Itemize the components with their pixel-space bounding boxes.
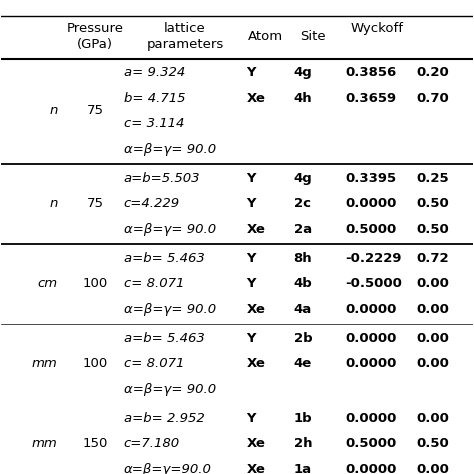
Text: Y: Y — [246, 332, 256, 345]
Text: 0.00: 0.00 — [417, 412, 449, 425]
Text: Xe: Xe — [246, 92, 265, 105]
Text: 0.3856: 0.3856 — [346, 66, 397, 79]
Text: Y: Y — [246, 412, 256, 425]
Text: 4b: 4b — [294, 277, 312, 290]
Text: 0.0000: 0.0000 — [346, 302, 397, 316]
Text: Xe: Xe — [246, 463, 265, 474]
Text: 0.0000: 0.0000 — [346, 197, 397, 210]
Text: 75: 75 — [87, 197, 104, 210]
Text: 100: 100 — [82, 277, 108, 290]
Text: Y: Y — [246, 252, 256, 264]
Text: n: n — [49, 104, 57, 118]
Text: 4a: 4a — [294, 302, 312, 316]
Text: 4e: 4e — [294, 357, 312, 370]
Text: 1b: 1b — [294, 412, 312, 425]
Text: c= 3.114: c= 3.114 — [124, 117, 184, 130]
Text: 0.20: 0.20 — [417, 66, 449, 79]
Text: -0.5000: -0.5000 — [346, 277, 402, 290]
Text: 0.5000: 0.5000 — [346, 223, 397, 236]
Text: 0.25: 0.25 — [417, 172, 449, 185]
Text: a=b= 2.952: a=b= 2.952 — [124, 412, 204, 425]
Text: 0.50: 0.50 — [417, 437, 449, 450]
Text: mm: mm — [32, 357, 57, 370]
Text: 0.50: 0.50 — [417, 197, 449, 210]
Text: 4g: 4g — [294, 172, 312, 185]
Text: 0.0000: 0.0000 — [346, 463, 397, 474]
Text: 2h: 2h — [294, 437, 312, 450]
Text: a=b= 5.463: a=b= 5.463 — [124, 252, 204, 264]
Text: Xe: Xe — [246, 437, 265, 450]
Text: c= 8.071: c= 8.071 — [124, 277, 184, 290]
Text: parameters: parameters — [146, 38, 224, 51]
Text: -0.2229: -0.2229 — [346, 252, 402, 264]
Text: 8h: 8h — [294, 252, 312, 264]
Text: mm: mm — [32, 437, 57, 450]
Text: 0.5000: 0.5000 — [346, 437, 397, 450]
Text: lattice: lattice — [164, 22, 206, 35]
Text: c=7.180: c=7.180 — [124, 437, 180, 450]
Text: 4g: 4g — [294, 66, 312, 79]
Text: Wyckoff: Wyckoff — [350, 22, 403, 35]
Text: 0.00: 0.00 — [417, 302, 449, 316]
Text: 0.0000: 0.0000 — [346, 357, 397, 370]
Text: Xe: Xe — [246, 302, 265, 316]
Text: 4h: 4h — [294, 92, 312, 105]
Text: 75: 75 — [87, 104, 104, 118]
Text: α=β=γ= 90.0: α=β=γ= 90.0 — [124, 302, 216, 316]
Text: Xe: Xe — [246, 357, 265, 370]
Text: cm: cm — [37, 277, 57, 290]
Text: 0.72: 0.72 — [417, 252, 449, 264]
Text: α=β=γ=90.0: α=β=γ=90.0 — [124, 463, 211, 474]
Text: Pressure: Pressure — [67, 22, 124, 35]
Text: 150: 150 — [82, 437, 108, 450]
Text: Y: Y — [246, 172, 256, 185]
Text: 2a: 2a — [294, 223, 312, 236]
Text: 0.50: 0.50 — [417, 223, 449, 236]
Text: 0.00: 0.00 — [417, 357, 449, 370]
Text: α=β=γ= 90.0: α=β=γ= 90.0 — [124, 383, 216, 395]
Text: Y: Y — [246, 66, 256, 79]
Text: 100: 100 — [82, 357, 108, 370]
Text: 0.70: 0.70 — [417, 92, 449, 105]
Text: α=β=γ= 90.0: α=β=γ= 90.0 — [124, 143, 216, 155]
Text: 0.0000: 0.0000 — [346, 332, 397, 345]
Text: 0.3659: 0.3659 — [346, 92, 397, 105]
Text: 0.00: 0.00 — [417, 332, 449, 345]
Text: 0.00: 0.00 — [417, 463, 449, 474]
Text: α=β=γ= 90.0: α=β=γ= 90.0 — [124, 223, 216, 236]
Text: 0.3395: 0.3395 — [346, 172, 397, 185]
Text: 1a: 1a — [294, 463, 312, 474]
Text: Y: Y — [246, 197, 256, 210]
Text: Xe: Xe — [246, 223, 265, 236]
Text: Atom: Atom — [248, 30, 283, 43]
Text: n: n — [49, 197, 57, 210]
Text: c= 8.071: c= 8.071 — [124, 357, 184, 370]
Text: a= 9.324: a= 9.324 — [124, 66, 185, 79]
Text: 0.0000: 0.0000 — [346, 412, 397, 425]
Text: 0.00: 0.00 — [417, 277, 449, 290]
Text: a=b=5.503: a=b=5.503 — [124, 172, 200, 185]
Text: (GPa): (GPa) — [77, 38, 113, 51]
Text: b= 4.715: b= 4.715 — [124, 92, 185, 105]
Text: a=b= 5.463: a=b= 5.463 — [124, 332, 204, 345]
Text: Site: Site — [300, 30, 326, 43]
Text: Y: Y — [246, 277, 256, 290]
Text: 2b: 2b — [294, 332, 312, 345]
Text: c=4.229: c=4.229 — [124, 197, 180, 210]
Text: 2c: 2c — [294, 197, 311, 210]
